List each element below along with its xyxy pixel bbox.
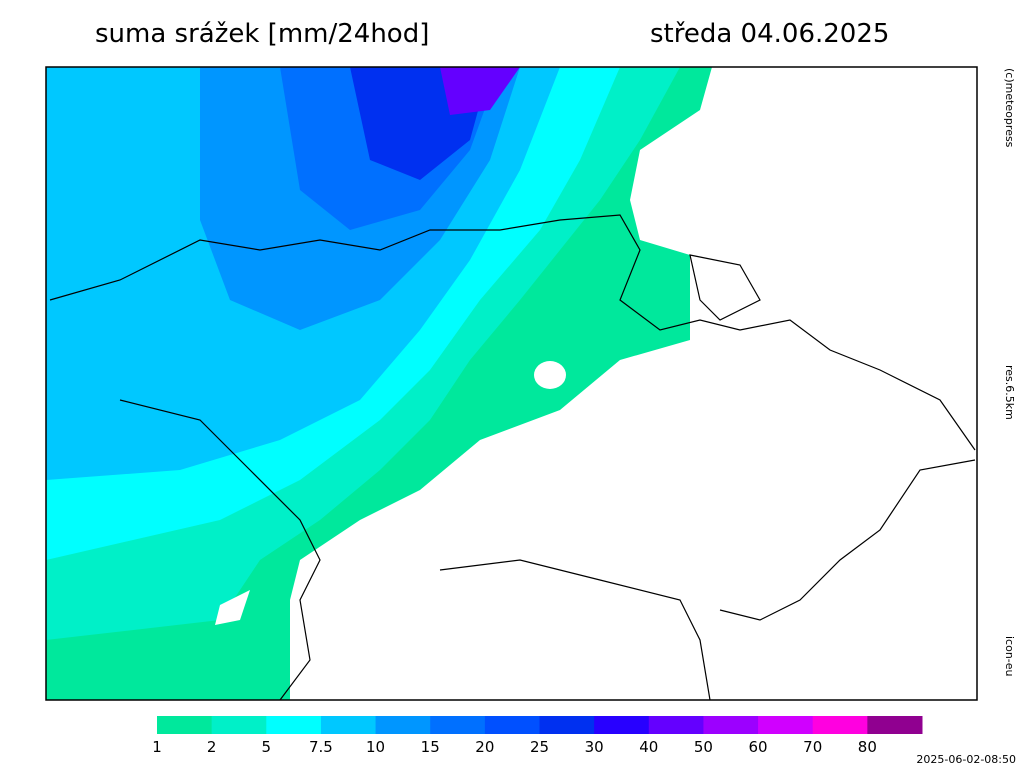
legend-label: 80 bbox=[858, 738, 877, 756]
legend-swatch bbox=[266, 716, 322, 734]
precip-40 bbox=[440, 67, 520, 115]
legend-label: 10 bbox=[366, 738, 385, 756]
date: středa 04.06.2025 bbox=[650, 19, 889, 49]
legend-label: 30 bbox=[585, 738, 604, 756]
coastline bbox=[719, 459, 976, 621]
coastline bbox=[119, 399, 321, 701]
legend-label: 1 bbox=[152, 738, 162, 756]
legend-swatch bbox=[703, 716, 759, 734]
border bbox=[49, 214, 976, 451]
copyright-label: (c)meteopress bbox=[1003, 68, 1016, 148]
legend-swatch bbox=[867, 716, 923, 734]
legend-swatch bbox=[812, 716, 868, 734]
legend-swatch bbox=[648, 716, 704, 734]
legend-swatch bbox=[211, 716, 267, 734]
legend-swatch bbox=[539, 716, 595, 734]
dry-patch bbox=[534, 361, 566, 389]
legend-label: 40 bbox=[639, 738, 658, 756]
legend-label: 5 bbox=[262, 738, 272, 756]
legend-label: 60 bbox=[749, 738, 768, 756]
legend-label: 15 bbox=[421, 738, 440, 756]
legend-label: 25 bbox=[530, 738, 549, 756]
legend-label: 20 bbox=[475, 738, 494, 756]
legend-swatch bbox=[594, 716, 650, 734]
legend-swatch bbox=[758, 716, 814, 734]
legend-label: 2 bbox=[207, 738, 217, 756]
legend-swatch bbox=[157, 716, 213, 734]
coastline bbox=[689, 254, 761, 321]
map-frame bbox=[45, 66, 978, 701]
resolution-label: res.6.5km bbox=[1003, 365, 1016, 420]
legend-label: 70 bbox=[803, 738, 822, 756]
legend-swatch bbox=[320, 716, 377, 734]
legend-label: 7.5 bbox=[309, 738, 333, 756]
model-label: icon-eu bbox=[1003, 636, 1016, 677]
legend-label: 50 bbox=[694, 738, 713, 756]
timestamp: 2025-06-02-08:50 bbox=[916, 753, 1016, 766]
map bbox=[45, 66, 978, 701]
dry-patch bbox=[215, 590, 250, 625]
coastline bbox=[439, 559, 711, 701]
color-legend: 1 2 5 7.5 10 15 20 25 30 40 50 60 70 80 bbox=[152, 716, 923, 756]
legend-swatch bbox=[484, 716, 540, 734]
legend-swatch bbox=[430, 716, 486, 734]
title: suma srážek [mm/24hod] bbox=[95, 19, 429, 49]
legend-swatch bbox=[375, 716, 431, 734]
